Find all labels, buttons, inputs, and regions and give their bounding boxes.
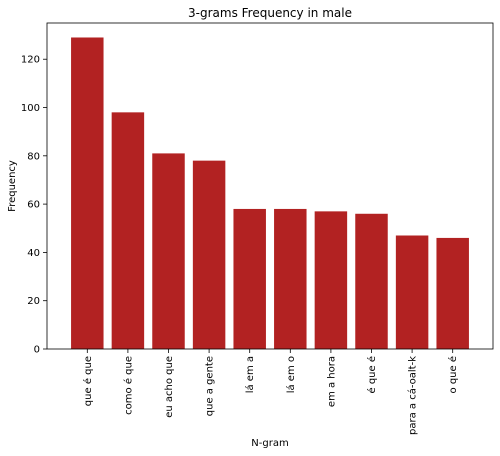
bar-6 — [314, 211, 348, 349]
plot-frame — [46, 22, 494, 350]
y-tick-label-1: 20 — [27, 296, 40, 307]
bar-8 — [395, 235, 429, 349]
bar-7 — [355, 213, 388, 349]
bar-9 — [436, 237, 469, 349]
x-tick-label-2: eu acho que — [164, 356, 175, 418]
bar-0 — [71, 37, 104, 350]
x-tick-label-9: o que é — [447, 356, 459, 393]
bar-1 — [111, 112, 145, 349]
x-axis-ticks: que é que como é que eu acho que que a gent… — [82, 349, 459, 435]
y-tick-label-4: 80 — [27, 151, 40, 162]
bar-5 — [274, 208, 307, 349]
y-axis-ticks: 0 20 40 60 80 100 120 — [21, 55, 47, 356]
x-tick-label-8: para a cá-oalt-k — [407, 356, 419, 435]
y-tick-label-6: 120 — [21, 55, 40, 66]
y-tick-label-0: 0 — [34, 345, 40, 356]
y-tick-label-3: 60 — [27, 200, 40, 211]
y-tick-label-5: 100 — [21, 103, 40, 114]
chart-title: 3-grams Frequency in male — [188, 6, 352, 20]
x-tick-label-0: que é que — [82, 356, 94, 406]
bar-3 — [192, 160, 226, 349]
y-tick-label-2: 40 — [27, 248, 40, 259]
y-axis-label: Frequency — [7, 160, 18, 212]
x-tick-label-3: que a gente — [205, 356, 216, 416]
bar-2 — [152, 153, 185, 349]
x-tick-label-5: lá em o — [285, 356, 297, 393]
bars-group — [71, 37, 469, 350]
x-tick-label-7: é que é — [366, 356, 378, 394]
bar-4 — [233, 208, 266, 349]
x-axis-label: N-gram — [251, 438, 288, 449]
x-tick-label-4: lá em a — [244, 356, 256, 393]
x-tick-label-6: em a hora — [326, 356, 337, 407]
x-tick-label-1: como é que — [122, 356, 134, 415]
